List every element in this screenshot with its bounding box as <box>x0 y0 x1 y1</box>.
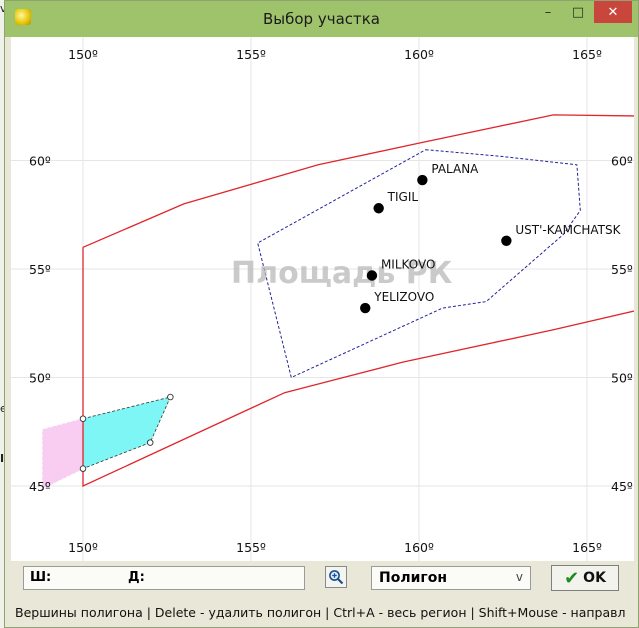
lat-tick-label-left: 55º <box>29 262 51 277</box>
polygon-vertex[interactable] <box>167 393 174 401</box>
background-fragment: I <box>0 452 5 465</box>
check-icon: ✔ <box>564 567 580 589</box>
polygon-vertex[interactable] <box>79 465 87 472</box>
longitude-label: Д: <box>128 570 145 585</box>
city-label: MILKOVO <box>381 258 435 272</box>
city-label: YELIZOVO <box>373 290 434 304</box>
map-svg[interactable]: Площадь РК PALANA TIGIL UST'-KAMCHATSK MILK… <box>11 37 639 561</box>
lat-tick-label-right: 60º <box>611 154 633 169</box>
title-bar[interactable]: Выбор участка – □ ✕ <box>5 1 638 37</box>
window-title: Выбор участка <box>262 10 381 28</box>
city-label: UST'-KAMCHATSK <box>515 223 621 237</box>
lon-tick-label-bottom: 160º <box>404 540 434 555</box>
minimize-button[interactable]: – <box>544 4 552 20</box>
lon-tick-label-top: 165º <box>572 47 602 62</box>
lon-tick-label-bottom: 155º <box>236 540 266 555</box>
lon-tick-label-top: 150º <box>68 47 98 62</box>
region-outline <box>82 114 639 488</box>
city-label: TIGIL <box>387 190 419 204</box>
city-label: PALANA <box>431 162 479 176</box>
coordinates-display: Ш: Д: <box>23 566 305 590</box>
close-button[interactable]: ✕ <box>594 1 632 23</box>
map-background <box>11 37 634 561</box>
ok-button[interactable]: ✔ OK <box>551 565 619 591</box>
zoom-button[interactable] <box>325 566 347 588</box>
mode-select[interactable]: Полигон v <box>371 566 531 590</box>
lon-tick-label-top: 155º <box>236 47 266 62</box>
maximize-button[interactable]: □ <box>571 4 585 20</box>
info-bar: Ш: Д: Полигон v ✔ OK <box>11 563 634 599</box>
chevron-down-icon: v <box>515 570 523 584</box>
ok-button-label: OK <box>583 570 606 586</box>
city-marker <box>501 235 512 246</box>
region-layer <box>82 114 639 488</box>
city-layer: PALANA TIGIL UST'-KAMCHATSK MILKOVO YELIZOVO <box>360 162 622 314</box>
city-marker <box>417 174 428 186</box>
status-bar: Вершины полигона | Delete - удалить поли… <box>15 605 626 620</box>
lat-tick-label-right: 50º <box>611 371 633 386</box>
polygon-vertex[interactable] <box>79 415 87 422</box>
lat-tick-label-right: 55º <box>611 262 633 277</box>
mode-select-value: Полигон <box>379 570 448 586</box>
background-fragment: е <box>0 402 10 415</box>
axis-label-layer: 150º150º155º155º160º160º165º165º170º170º… <box>29 47 633 555</box>
polygon-vertex[interactable] <box>146 439 154 446</box>
vertex-layer[interactable] <box>79 393 174 472</box>
lat-tick-label-right: 45º <box>611 479 633 494</box>
city-marker <box>366 270 378 281</box>
watermark-text: Площадь РК <box>231 256 453 291</box>
patch-layer[interactable] <box>42 396 172 489</box>
zoom-in-icon <box>329 570 344 585</box>
lon-tick-label-bottom: 165º <box>572 540 602 555</box>
latitude-label: Ш: <box>30 570 52 585</box>
lat-tick-label-left: 50º <box>29 371 51 386</box>
lon-tick-label-bottom: 150º <box>68 540 98 555</box>
city-marker <box>360 302 371 314</box>
city-marker <box>373 203 384 214</box>
lon-tick-label-top: 160º <box>404 47 434 62</box>
dialog-window: Выбор участка – □ ✕ Площадь РК PALANA TIG… <box>4 0 639 628</box>
lat-tick-label-left: 60º <box>29 154 51 169</box>
cyan-polygon[interactable] <box>82 396 172 470</box>
lat-tick-label-left: 45º <box>29 479 51 494</box>
app-icon <box>15 9 31 25</box>
background-fragment: v <box>0 2 10 15</box>
map-canvas[interactable]: Площадь РК PALANA TIGIL UST'-KAMCHATSK MILK… <box>11 37 639 561</box>
